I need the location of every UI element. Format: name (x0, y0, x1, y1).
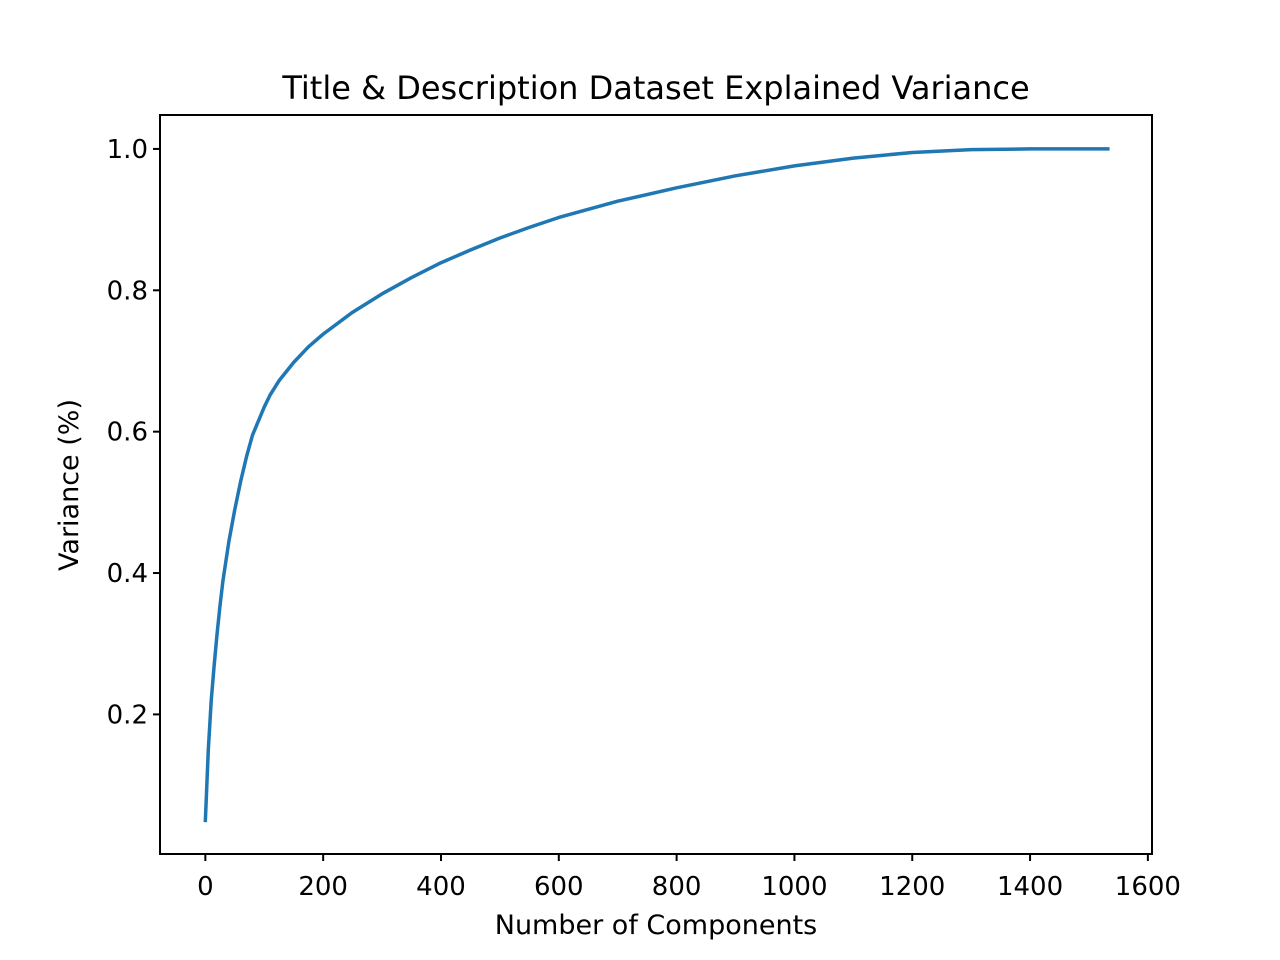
x-tick-label: 400 (416, 872, 466, 902)
series-line (203, 147, 1110, 823)
y-tick-label: 0.6 (107, 418, 148, 448)
y-axis-label: Variance (%) (54, 399, 85, 571)
y-tick-label: 1.0 (107, 135, 148, 165)
x-axis-ticks: 0 200 400 600 800 1000 1200 1400 1600 (197, 854, 1181, 902)
series-layer (203, 147, 1110, 823)
y-tick-label: 0.2 (107, 700, 148, 730)
y-tick-label: 0.4 (107, 559, 148, 589)
plot-area-frame (159, 114, 1153, 855)
chart-title: Title & Description Dataset Explained Va… (281, 69, 1029, 107)
x-tick-label: 800 (652, 872, 702, 902)
x-tick-label: 600 (534, 872, 584, 902)
x-tick-label: 200 (298, 872, 348, 902)
y-axis-ticks: 0.2 0.4 0.6 0.8 1.0 (107, 135, 160, 730)
x-tick-label: 0 (197, 872, 214, 902)
x-tick-label: 1200 (879, 872, 945, 902)
x-tick-label: 1000 (761, 872, 827, 902)
x-tick-label: 1400 (997, 872, 1063, 902)
x-axis-label: Number of Components (495, 910, 817, 941)
x-tick-label: 1600 (1115, 872, 1181, 902)
y-tick-label: 0.8 (107, 276, 148, 306)
